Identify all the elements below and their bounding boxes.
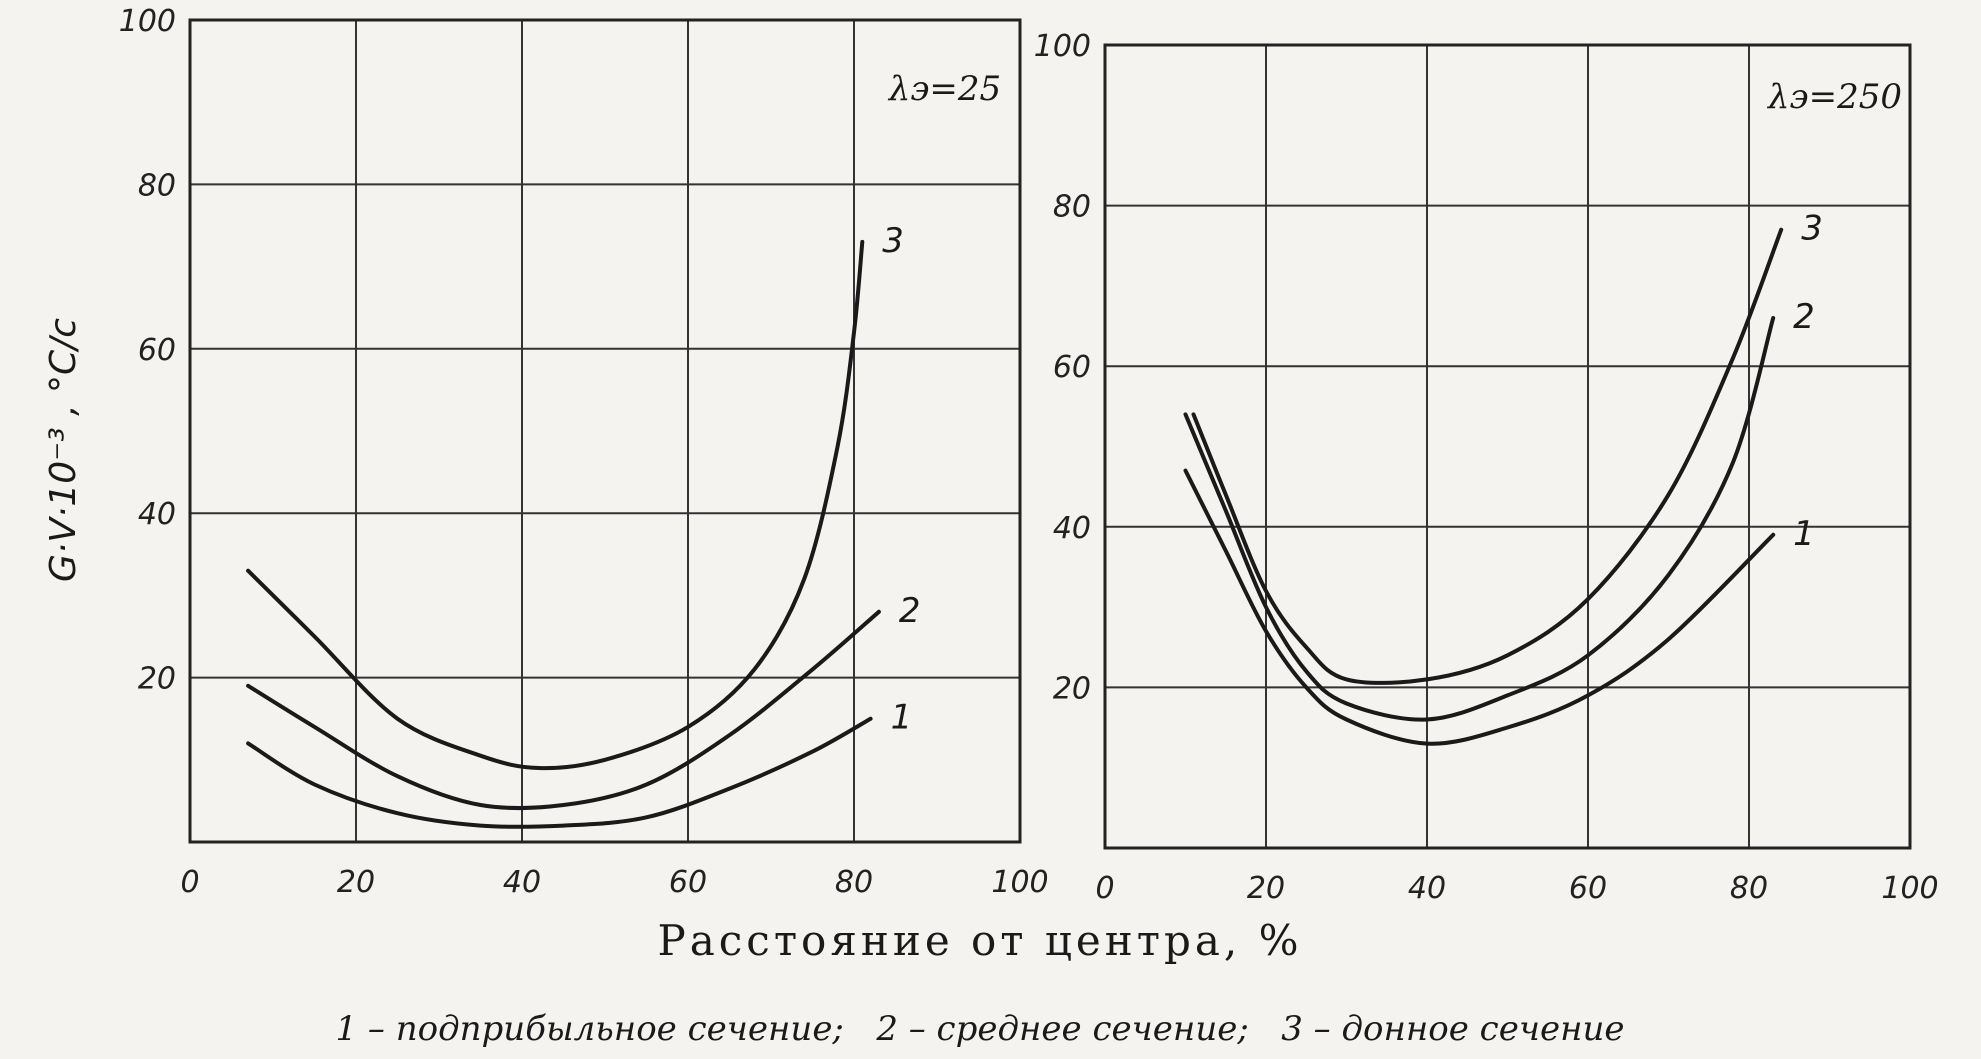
series-label-2: 2	[899, 591, 921, 631]
series-line-1	[246, 716, 873, 829]
x-tick-label: 60	[1569, 871, 1607, 906]
x-axis-label: Расстояние от центра, %	[657, 916, 1302, 965]
y-tick-label: 60	[1053, 350, 1091, 385]
series-label-3: 3	[1801, 209, 1823, 249]
panel-parameter-label: λэ=250	[1766, 77, 1902, 117]
y-tick-label: 20	[138, 662, 176, 697]
x-tick-label: 0	[180, 865, 199, 900]
series-line-3	[1191, 227, 1784, 685]
y-axis-label: G·V·10⁻³ , °C/c	[43, 318, 84, 582]
x-tick-label: 60	[669, 865, 707, 900]
series-line-2	[1183, 316, 1776, 722]
plot-frame	[1103, 43, 1912, 850]
x-tick-label: 20	[1247, 871, 1285, 906]
series-label-1: 1	[891, 698, 913, 738]
panel-left: 0 20 40 60 80 100 20 40 60 80 100 λэ=25 1 2 3	[119, 4, 1049, 900]
y-tick-label: 20	[1053, 671, 1091, 706]
x-tick-label: 0	[1095, 871, 1114, 906]
y-tick-label: 80	[1053, 190, 1091, 225]
series-label-2: 2	[1793, 297, 1815, 337]
y-tick-label: 100	[1034, 29, 1091, 64]
x-tick-label: 80	[835, 865, 873, 900]
caption: 1 – подприбыльное сечение; 2 – среднее с…	[335, 1009, 1624, 1049]
plot-frame	[188, 18, 1022, 844]
x-tick-label: 40	[503, 865, 541, 900]
y-tick-label: 100	[119, 4, 176, 39]
x-tick-label: 80	[1730, 871, 1768, 906]
x-tick-label: 100	[1881, 871, 1938, 906]
y-tick-label: 60	[138, 333, 176, 368]
series-label-1: 1	[1793, 514, 1815, 554]
series-line-1	[1183, 468, 1776, 746]
series-line-3	[246, 239, 865, 771]
x-tick-label: 100	[991, 865, 1048, 900]
y-tick-label: 80	[138, 168, 176, 203]
y-tick-label: 40	[138, 497, 176, 532]
x-tick-label: 40	[1408, 871, 1446, 906]
series-label-3: 3	[882, 221, 904, 261]
panel-right: 0 20 40 60 80 100 20 40 60 80 100 λэ=250 1 2 3	[1034, 29, 1939, 906]
x-tick-label: 20	[337, 865, 375, 900]
y-tick-label: 40	[1053, 511, 1091, 546]
series-line-2	[246, 609, 881, 811]
panel-parameter-label: λэ=25	[887, 69, 1001, 109]
